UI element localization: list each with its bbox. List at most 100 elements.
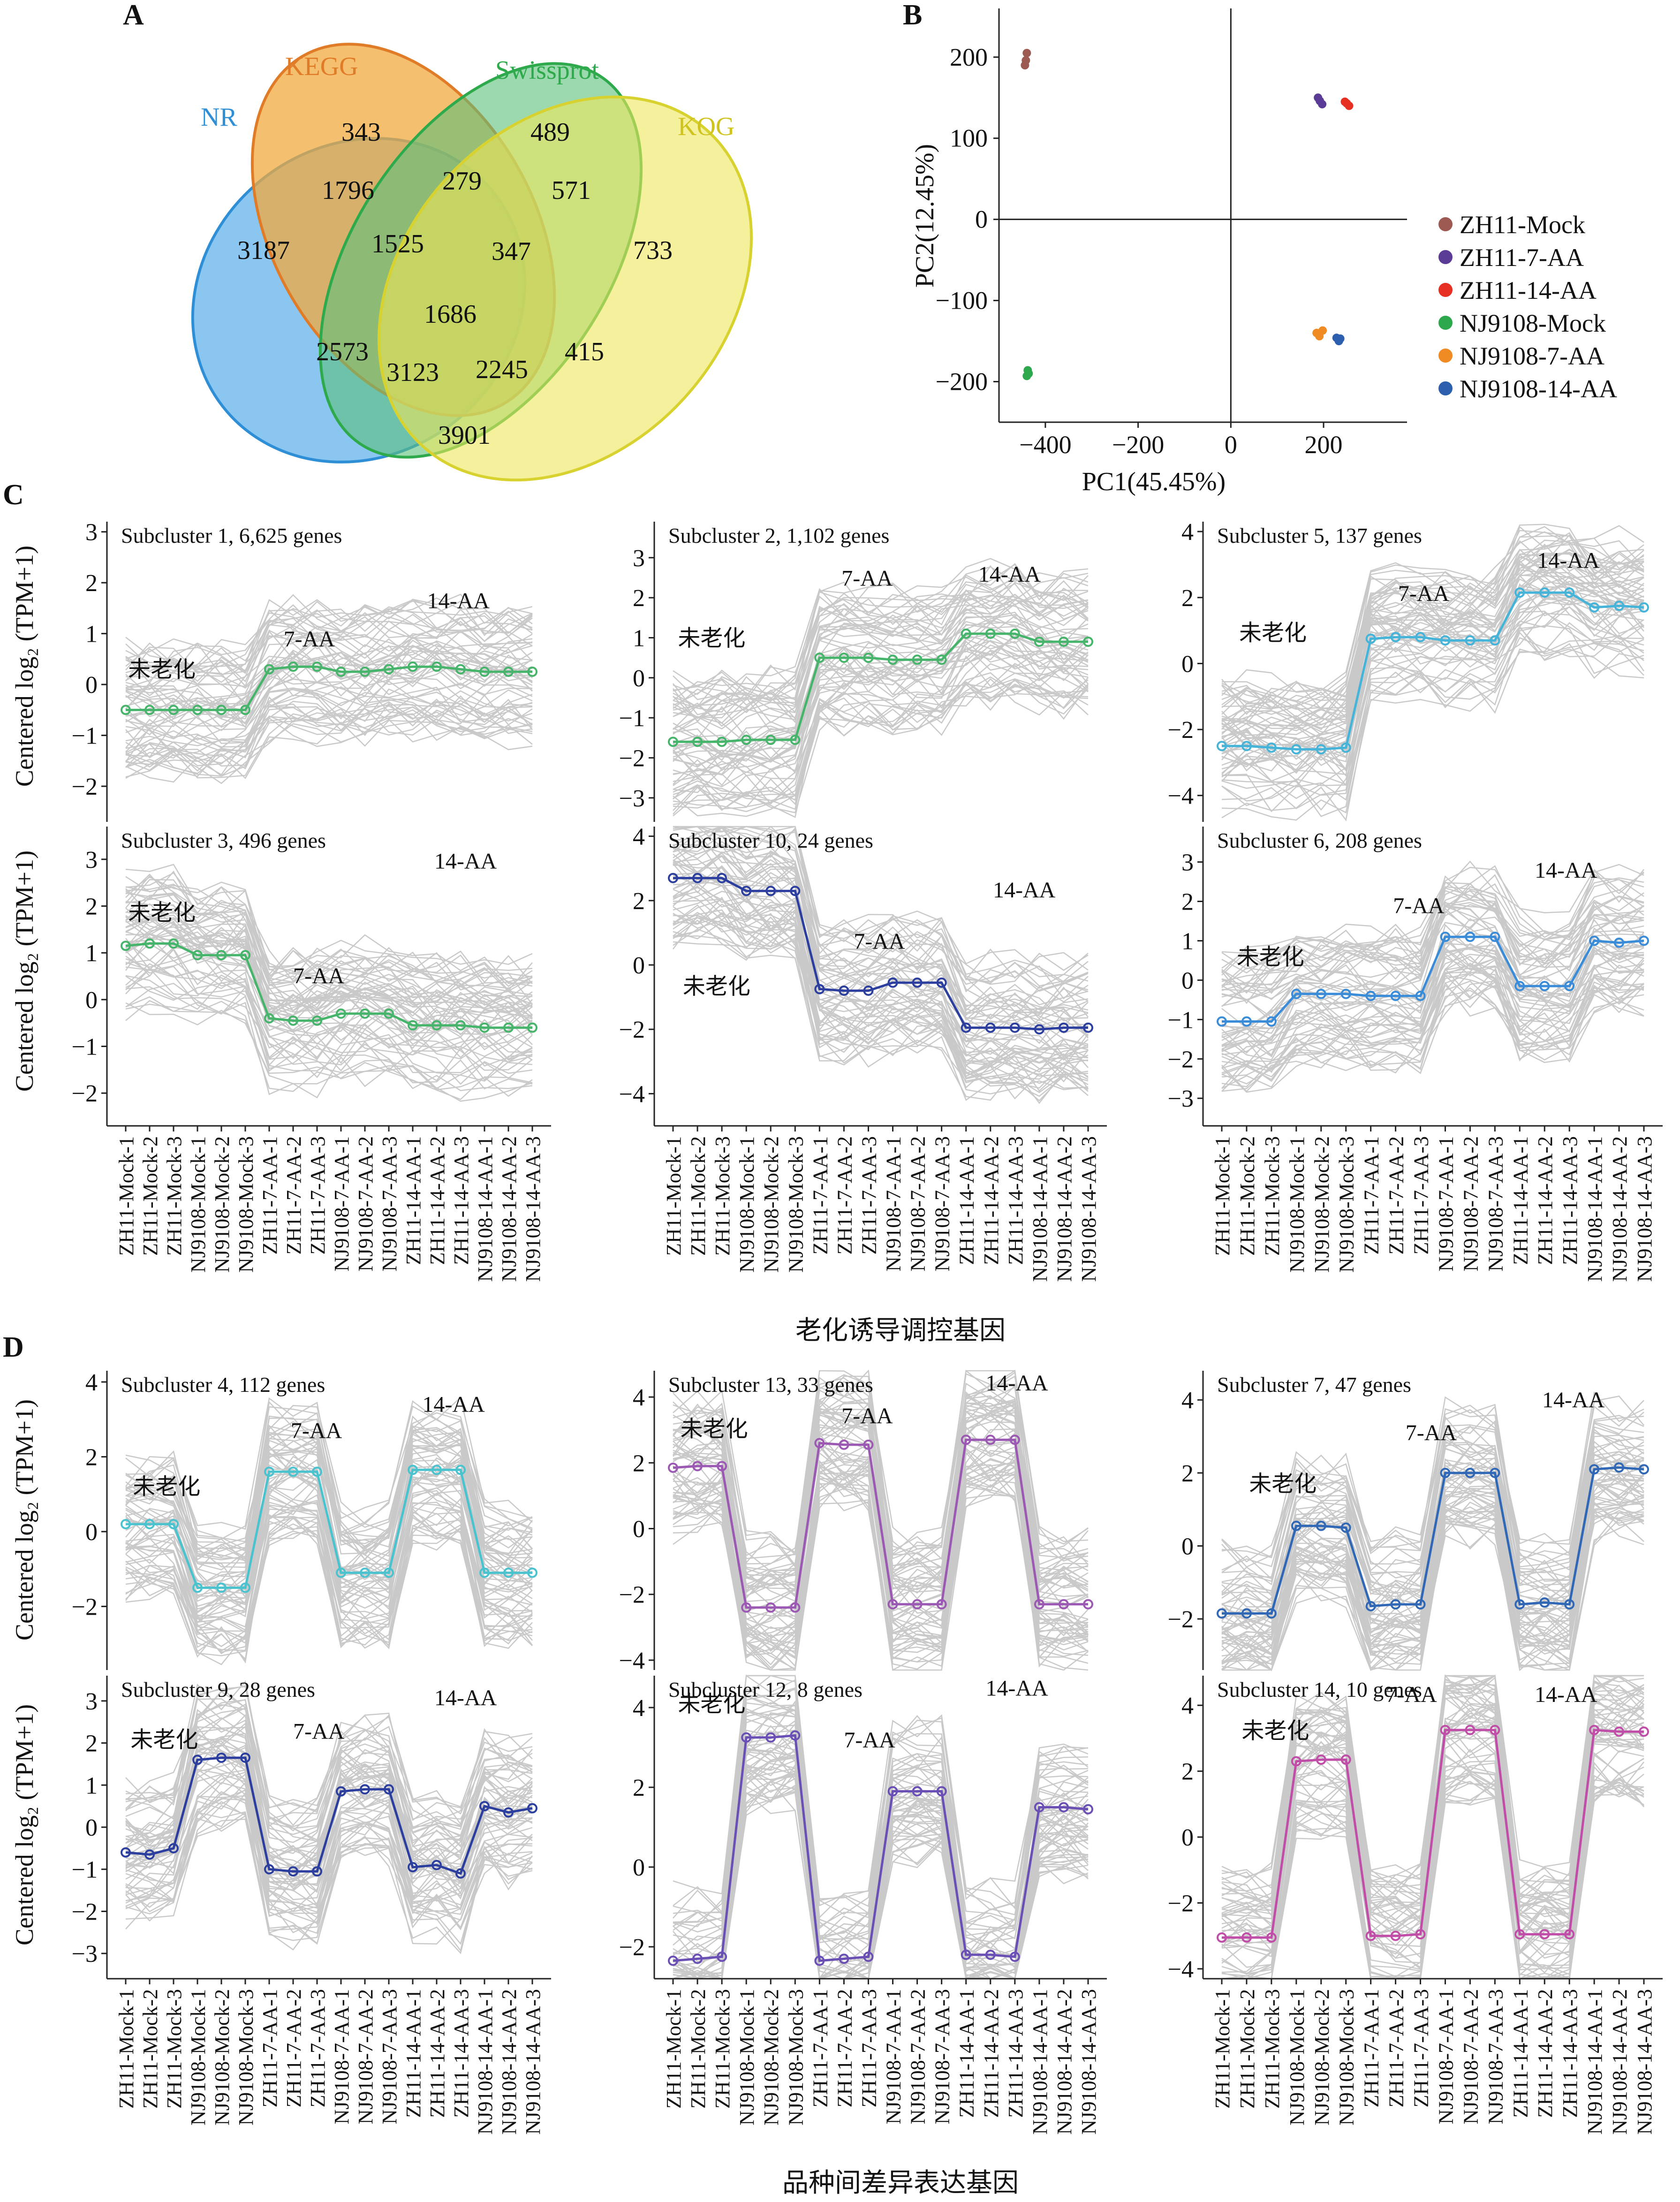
mean-point — [288, 1015, 298, 1026]
gene-profile — [125, 699, 533, 775]
mean-point — [408, 1020, 418, 1031]
mean-point — [717, 873, 727, 883]
gene-profile — [125, 707, 533, 772]
x-tick-label: ZH11-Mock-3 — [1261, 1989, 1284, 2109]
venn-count: 1525 — [371, 229, 424, 258]
y-tick-label: 0 — [85, 672, 98, 699]
mean-point — [839, 1439, 849, 1450]
y-tick-label: 2 — [85, 570, 98, 597]
gene-profile — [125, 658, 533, 727]
gene-profile — [1221, 626, 1644, 802]
mean-point — [1564, 1599, 1575, 1610]
gene-profile — [125, 600, 533, 673]
mean-point — [336, 667, 346, 677]
gene-profile — [673, 911, 1089, 1080]
y-tick-label: 2 — [85, 1444, 98, 1471]
y-tick-label: 4 — [633, 824, 645, 850]
x-tick-label: NJ9108-7-AA-1 — [1434, 1136, 1457, 1271]
mean-point — [1390, 1599, 1401, 1610]
mean-point — [887, 1599, 898, 1610]
mean-point — [216, 950, 227, 961]
y-tick-label: 2 — [85, 893, 98, 920]
gene-profile — [1221, 606, 1644, 782]
mean-point — [1639, 1464, 1649, 1475]
x-tick-label: ZH11-Mock-1 — [662, 1136, 685, 1256]
gene-profile — [1221, 612, 1644, 799]
mean-point — [312, 1015, 322, 1026]
mean-point — [1340, 988, 1351, 999]
x-tick-label: ZH11-Mock-2 — [139, 1989, 162, 2109]
mean-point — [912, 654, 923, 665]
mean-point — [264, 1864, 274, 1875]
gene-profile — [673, 1382, 1089, 1574]
x-tick-label: NJ9108-Mock-3 — [784, 1989, 807, 2126]
mean-point — [168, 1843, 179, 1853]
gene-profile — [1221, 584, 1644, 772]
x-tick-label: ZH11-14-AA-2 — [1534, 1136, 1557, 1265]
mean-point — [765, 1732, 776, 1743]
gene-profile — [1221, 903, 1644, 991]
x-tick-label: ZH11-14-AA-3 — [1559, 1989, 1582, 2118]
mean-point — [1009, 1022, 1020, 1033]
gene-profile — [673, 558, 1089, 700]
mean-point — [1340, 1522, 1351, 1533]
mean-point — [790, 886, 801, 896]
cluster-annotation: 未老化 — [678, 1691, 745, 1717]
cluster-title: Subcluster 12, 8 genes — [668, 1678, 863, 1701]
x-tick-label: ZH11-7-AA-1 — [1360, 1989, 1383, 2108]
mean-point — [431, 1020, 442, 1031]
gene-profile-lines — [125, 1680, 533, 1954]
pca-y-tick-label: 0 — [975, 205, 988, 234]
gene-profile — [673, 676, 1089, 812]
mean-point — [1614, 1462, 1625, 1473]
mean-point — [503, 1807, 514, 1818]
cluster-annotation: 未老化 — [1241, 1717, 1309, 1744]
y-tick-label: 2 — [85, 1731, 98, 1757]
gene-profile — [1221, 635, 1644, 812]
mean-point — [1639, 602, 1649, 613]
x-tick-label: ZH11-14-AA-1 — [402, 1989, 425, 2118]
mean-point — [1034, 1599, 1044, 1610]
gene-profile — [673, 826, 1089, 1000]
group-caption-d: 品种间差异表达基因 — [782, 2168, 1019, 2198]
mean-point — [1058, 1022, 1069, 1033]
mean-point — [1365, 990, 1376, 1001]
x-tick-label: ZH11-Mock-1 — [662, 1989, 685, 2109]
x-tick-label: ZH11-7-AA-3 — [1410, 1989, 1433, 2108]
cluster-panel: −3 −2 −1 0 1 2 3 Subcluster 9, 28 genes 未老化 7-AA 1… — [72, 1676, 551, 2134]
mean-point — [168, 938, 179, 949]
gene-profile — [125, 1508, 533, 1644]
venn-count: 1796 — [322, 176, 374, 205]
cluster-annotation: 14-AA — [422, 1392, 485, 1417]
gene-profile — [126, 1435, 533, 1558]
gene-profile — [125, 879, 533, 991]
gene-profile — [125, 608, 533, 682]
pca-point — [1336, 334, 1345, 343]
gene-profile — [125, 677, 533, 753]
legend-marker — [1438, 283, 1453, 297]
x-tick-label: NJ9108-14-AA-1 — [474, 1989, 497, 2134]
y-tick-label: −1 — [1168, 1007, 1194, 1033]
y-tick-label: 4 — [1181, 1387, 1194, 1414]
y-tick-label: −3 — [1168, 1086, 1194, 1112]
gene-profile — [1221, 587, 1644, 758]
mean-point — [336, 1567, 346, 1578]
gene-profile — [673, 862, 1089, 1024]
cluster-title: Subcluster 14, 10 genes — [1217, 1678, 1422, 1701]
mean-point — [240, 1752, 250, 1763]
mean-point — [692, 1461, 703, 1472]
mean-point — [455, 1868, 466, 1879]
gene-profile — [673, 834, 1089, 1006]
mean-point — [1514, 1929, 1525, 1940]
gene-profile — [125, 876, 533, 967]
mean-point — [1058, 1599, 1069, 1610]
mean-point — [863, 985, 874, 996]
gene-profile — [673, 1370, 1089, 1557]
mean-point — [1589, 602, 1600, 613]
gene-profile — [673, 917, 1089, 1084]
mean-point — [1058, 1802, 1069, 1813]
cluster-annotation: 7-AA — [1406, 1420, 1457, 1445]
x-tick-label: NJ9108-14-AA-3 — [1077, 1136, 1100, 1282]
cluster-annotation: 14-AA — [1535, 1682, 1597, 1707]
x-tick-label: NJ9108-Mock-1 — [735, 1136, 758, 1273]
